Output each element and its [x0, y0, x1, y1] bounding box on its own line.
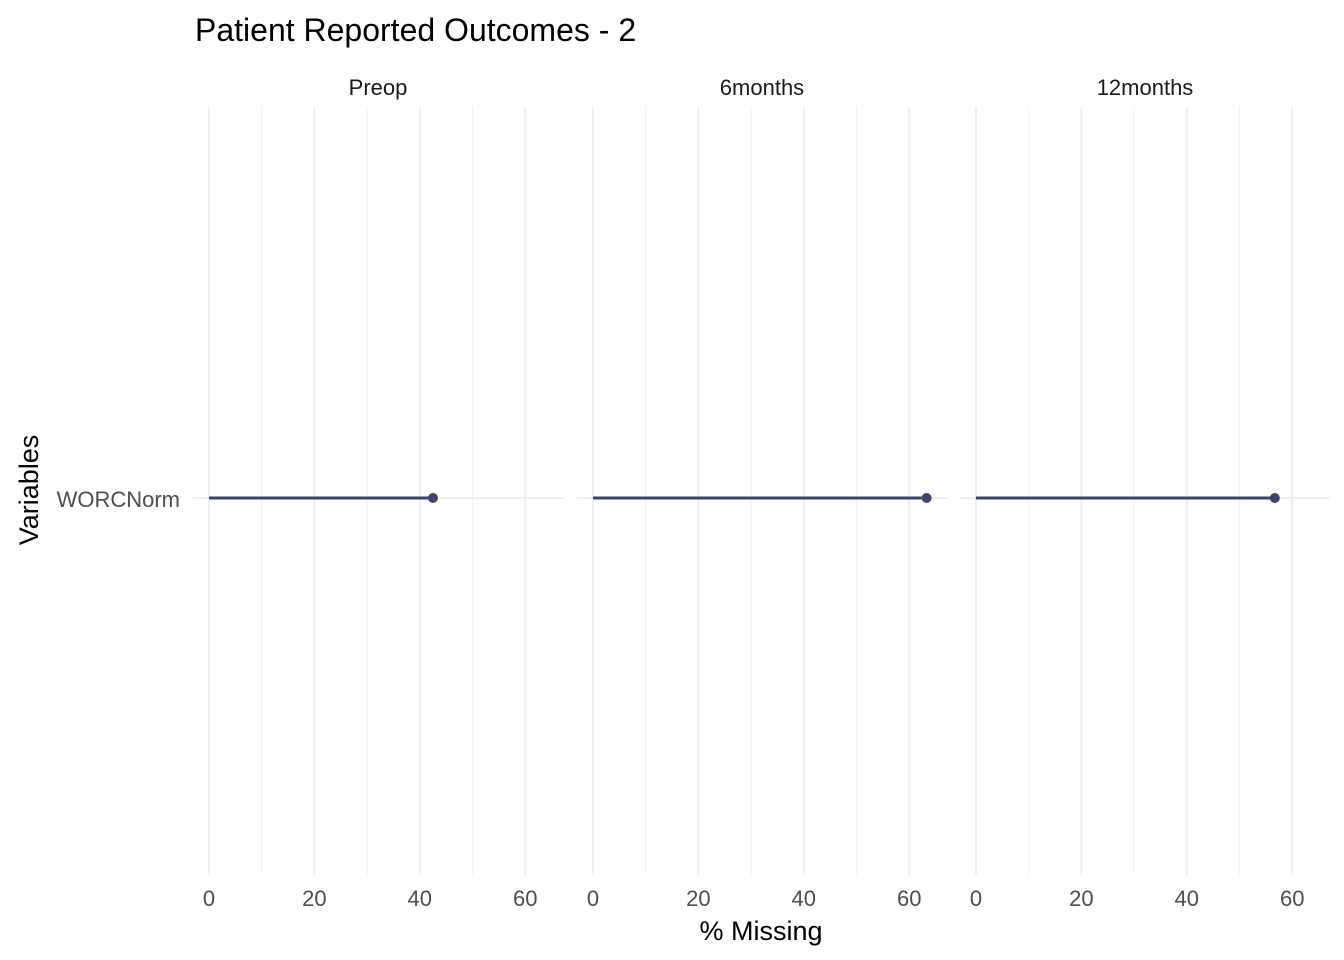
x-tick-label: 20: [686, 886, 710, 911]
x-axis-title: % Missing: [699, 916, 822, 946]
panel-12months: 12months 0 20 40 60: [960, 75, 1330, 911]
strip-label: 12months: [1097, 75, 1194, 100]
lollipop-point: [1269, 493, 1280, 503]
x-tick-label: 60: [513, 886, 537, 911]
x-tick-label: 40: [408, 886, 432, 911]
y-axis-title: Variables: [14, 435, 44, 546]
strip-label: 6months: [720, 75, 804, 100]
x-tick-label: 20: [1069, 886, 1093, 911]
x-tick-label: 40: [1175, 886, 1199, 911]
y-tick-label: WORCNorm: [57, 487, 180, 512]
panel-preop: Preop 0 20 40 60: [193, 75, 563, 911]
x-tick-label: 0: [970, 886, 982, 911]
x-tick-label: 60: [1280, 886, 1304, 911]
chart-title: Patient Reported Outcomes - 2: [195, 12, 636, 48]
panel-6months: 6months 0 20 40 60: [577, 75, 947, 911]
x-tick-label: 60: [897, 886, 921, 911]
x-tick-label: 40: [792, 886, 816, 911]
lollipop-point: [921, 493, 932, 503]
x-tick-label: 20: [302, 886, 326, 911]
strip-label: Preop: [349, 75, 408, 100]
lollipop-point: [427, 493, 438, 503]
x-tick-label: 0: [203, 886, 215, 911]
x-tick-label: 0: [587, 886, 599, 911]
